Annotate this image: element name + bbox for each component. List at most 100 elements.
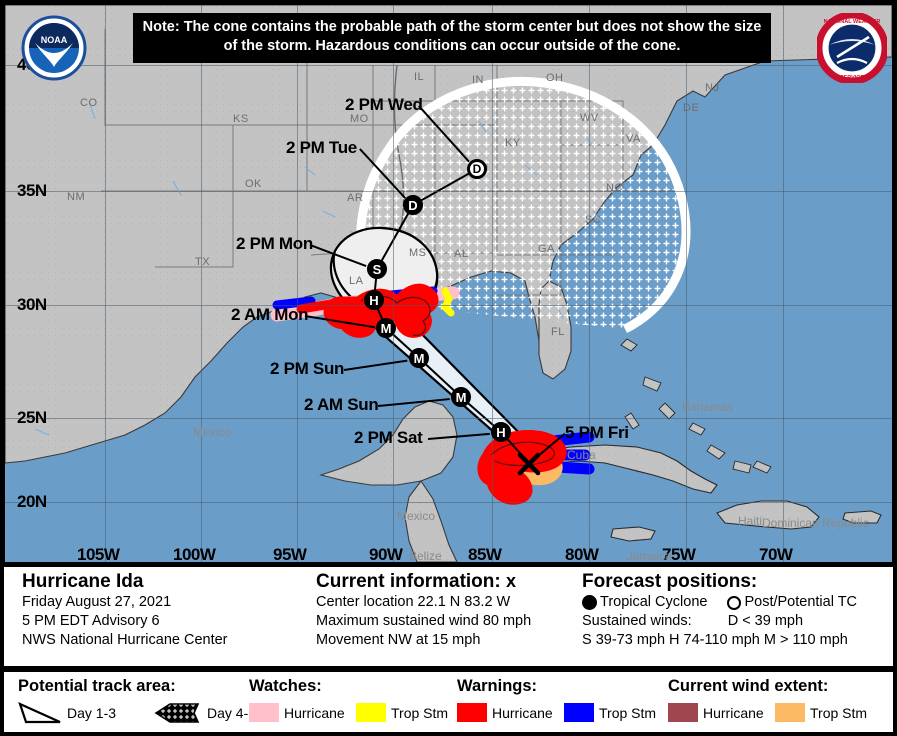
warnings-header: Warnings:: [457, 677, 538, 695]
state-label-ky: KY: [505, 137, 521, 149]
cone-disclaimer-note: Note: The cone contains the probable pat…: [133, 13, 771, 63]
warning-tropstm-swatch: [564, 703, 594, 722]
map-canvas: 40N 35N 30N 25N 20N 105W 100W 95W 90W 85…: [5, 5, 892, 562]
state-label-wv: WV: [580, 112, 599, 124]
warning-hurricane-swatch: [457, 703, 487, 722]
lon-label-100w: 100W: [173, 545, 216, 564]
gridline-lon-85: [492, 5, 493, 562]
country-label-haiti: Haiti: [738, 514, 763, 528]
post-potential-tc-label: Post/Potential TC: [744, 594, 858, 610]
potential-track-day45-label: Day 4-5: [207, 705, 257, 721]
gridline-lat-40: [5, 65, 892, 66]
forecast-positions-column: Forecast positions: Tropical Cyclone Pos…: [582, 571, 857, 650]
state-label-fl: FL: [551, 326, 565, 338]
x-marker-icon: x: [506, 571, 517, 591]
potential-track-day13-label: Day 1-3: [67, 705, 117, 721]
noaa-logo: NOAA: [21, 15, 87, 81]
state-label-mo: MO: [350, 113, 369, 125]
forecast-time-label-2-pm-sat: 2 PM Sat: [354, 428, 423, 447]
wind-extent-hurricane-swatch: [668, 703, 698, 722]
potential-track-day13-row: Day 1-3: [18, 702, 116, 724]
warning-tropstm-row: Trop Stm: [564, 703, 656, 722]
forecast-marker-h-1: H: [491, 422, 511, 442]
forecast-positions-header: Forecast positions:: [582, 571, 758, 592]
state-label-nc: NC: [606, 182, 623, 194]
gridline-lat-35: [5, 191, 892, 192]
map-frame: 40N 35N 30N 25N 20N 105W 100W 95W 90W 85…: [0, 0, 897, 567]
lon-label-75w: 75W: [662, 545, 696, 564]
gridline-lon-95: [297, 5, 298, 562]
state-label-il: IL: [414, 71, 425, 83]
watch-hurricane-row: Hurricane: [249, 703, 345, 722]
forecast-time-label-2-pm-mon: 2 PM Mon: [236, 234, 313, 253]
current-position-x: [517, 452, 541, 476]
gridline-lon-80: [589, 5, 590, 562]
storm-date: Friday August 27, 2021: [22, 594, 172, 610]
gridline-lon-100: [201, 5, 202, 562]
warning-tropstm-label: Trop Stm: [599, 704, 657, 721]
gridline-lon-75: [686, 5, 687, 562]
state-label-de: DE: [683, 102, 700, 114]
state-label-ks: KS: [233, 113, 249, 125]
state-label-oh: OH: [546, 72, 564, 84]
forecast-marker-s-6: S: [367, 259, 387, 279]
nws-logo: NATIONAL WEATHER SERVICE: [815, 11, 889, 85]
state-label-ar: AR: [347, 192, 364, 204]
potential-track-day45-row: Day 4-5: [154, 702, 256, 724]
gridline-lat-25: [5, 418, 892, 419]
country-label-belize: Belize: [409, 549, 442, 563]
watch-tropstm-label: Trop Stm: [391, 704, 449, 721]
forecast-marker-h-5: H: [364, 290, 384, 310]
current-information-label: Current information:: [316, 571, 501, 592]
forecast-time-label-2-pm-sun: 2 PM Sun: [270, 359, 345, 378]
storm-name: Hurricane Ida: [22, 571, 144, 592]
lon-label-90w: 90W: [369, 545, 403, 564]
svg-text:NOAA: NOAA: [41, 35, 68, 45]
lat-label-35n: 35N: [17, 181, 47, 200]
forecast-marker-m-2: M: [451, 387, 471, 407]
watch-hurricane-swatch: [249, 703, 279, 722]
svg-text:NATIONAL WEATHER: NATIONAL WEATHER: [824, 19, 881, 25]
storm-identity-column: Hurricane Ida Friday August 27, 2021 5 P…: [22, 571, 228, 650]
country-label-dominican-republic: Dominican Republic: [762, 516, 869, 530]
lon-label-95w: 95W: [273, 545, 307, 564]
watches-header: Watches:: [249, 677, 322, 695]
wind-extent-header: Current wind extent:: [668, 677, 829, 695]
country-label-jamaica: Jamaica: [627, 549, 672, 563]
state-label-la: LA: [349, 275, 364, 287]
potential-track-header: Potential track area:: [18, 677, 176, 695]
gridline-lon-105: [105, 5, 106, 562]
lon-label-105w: 105W: [77, 545, 120, 564]
wind-classes: S 39-73 mph H 74-110 mph M > 110 mph: [582, 632, 848, 648]
current-information-column: Current information: x Center location 2…: [316, 571, 531, 650]
svg-text:SERVICE: SERVICE: [840, 75, 864, 81]
lat-label-30n: 30N: [17, 295, 47, 314]
cone-day45-icon: [154, 703, 200, 723]
country-label-mexico: Mexico: [397, 509, 436, 523]
depression-class: D < 39 mph: [727, 613, 804, 629]
forecast-marker-m-4: M: [376, 318, 396, 338]
movement: Movement NW at 15 mph: [316, 632, 481, 648]
state-label-in: IN: [472, 74, 484, 86]
current-information-header: Current information: x: [316, 571, 531, 593]
sustained-winds-label: Sustained winds:: [582, 613, 692, 629]
state-label-ga: GA: [538, 243, 555, 255]
country-label-cuba: Cuba: [567, 448, 596, 462]
gridline-lat-30: [5, 305, 892, 306]
gridline-lat-20: [5, 502, 892, 503]
storm-agency: NWS National Hurricane Center: [22, 632, 228, 648]
info-panel: Hurricane Ida Friday August 27, 2021 5 P…: [0, 567, 897, 670]
legend-panel: Potential track area: Day 1-3 Day 4-5 Wa…: [0, 668, 897, 736]
watch-tropstm-row: Trop Stm: [356, 703, 448, 722]
state-label-nj: NJ: [705, 82, 720, 94]
lon-label-80w: 80W: [565, 545, 599, 564]
forecast-time-label-2-am-sun: 2 AM Sun: [304, 395, 379, 414]
state-label-va: VA: [626, 133, 641, 145]
forecast-marker-d-8: D: [467, 159, 487, 179]
state-label-sc: SC: [585, 214, 602, 226]
max-sustained-wind: Maximum sustained wind 80 mph: [316, 613, 532, 629]
watch-tropstm-swatch: [356, 703, 386, 722]
wind-extent-hurricane-label: Hurricane: [703, 704, 764, 721]
state-label-ok: OK: [245, 178, 262, 190]
